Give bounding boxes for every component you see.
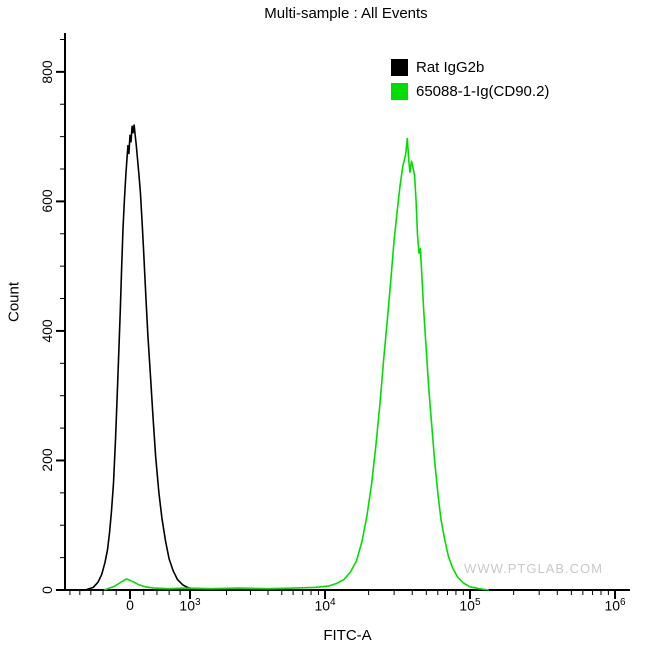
- y-tick-label: 0: [39, 586, 55, 594]
- y-axis-label: Count: [5, 281, 23, 323]
- y-tick-label: 600: [39, 189, 55, 214]
- x-axis-label: FITC-A: [323, 627, 372, 644]
- x-tick-label: 104: [314, 597, 336, 614]
- legend-item-rat-igg2b: Rat IgG2b: [391, 59, 549, 76]
- legend-label-rat-igg2b: Rat IgG2b: [416, 59, 485, 76]
- y-tick-label: 200: [39, 448, 55, 473]
- series-curve-rat-igg2b: [84, 124, 201, 591]
- chart-title: Multi-sample : All Events: [264, 5, 428, 22]
- x-tick-label: 106: [604, 597, 626, 614]
- legend-swatch-cd90-2: [391, 83, 408, 100]
- x-tick-label: 0: [126, 597, 134, 613]
- legend-swatch-rat-igg2b: [391, 59, 408, 76]
- y-tick-label: 400: [39, 319, 55, 343]
- y-tick-label: 800: [39, 60, 55, 84]
- watermark: WWW.PTGLAB.COM: [464, 561, 603, 576]
- legend-label-cd90-2: 65088-1-Ig(CD90.2): [416, 83, 550, 100]
- series-curve-65088-1-ig-cd90-2-: [104, 137, 490, 591]
- legend-item-cd90-2: 65088-1-Ig(CD90.2): [391, 83, 549, 100]
- x-tick-label: 103: [179, 597, 201, 614]
- x-tick-label: 105: [459, 597, 481, 614]
- legend: Rat IgG2b 65088-1-Ig(CD90.2): [391, 59, 549, 100]
